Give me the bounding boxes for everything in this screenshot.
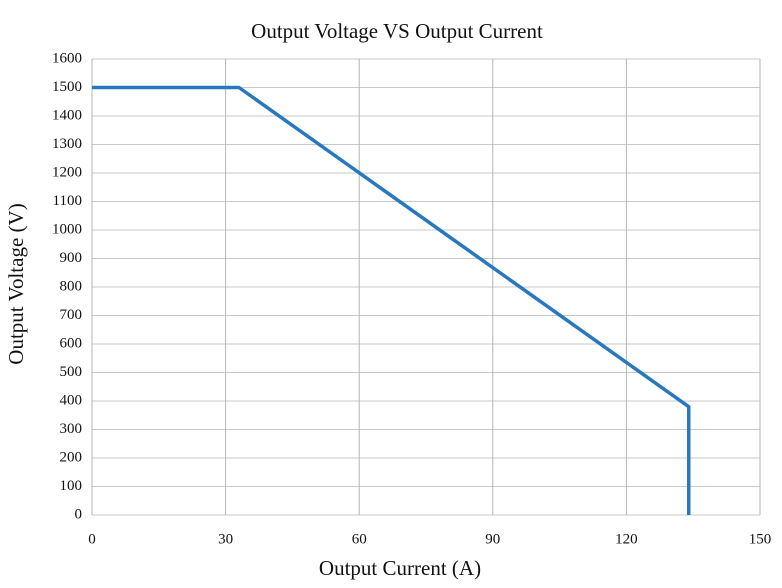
y-tick-label: 0	[75, 506, 83, 522]
x-tick-label: 0	[88, 531, 96, 547]
y-axis-label: Output Voltage (V)	[4, 203, 28, 364]
y-tick-label: 1100	[53, 193, 82, 209]
y-tick-label: 600	[60, 335, 83, 351]
x-tick-label: 90	[485, 531, 500, 547]
y-tick-label: 300	[60, 421, 83, 437]
y-tick-label: 900	[60, 250, 83, 266]
y-tick-label: 1000	[52, 221, 82, 237]
y-tick-label: 100	[60, 478, 83, 494]
y-tick-label: 700	[60, 307, 83, 323]
x-tick-label: 60	[352, 531, 367, 547]
y-tick-label: 1200	[52, 164, 82, 180]
y-tick-label: 1400	[52, 107, 82, 123]
y-tick-label: 800	[60, 278, 83, 294]
x-axis-label: Output Current (A)	[319, 556, 481, 580]
chart-title: Output Voltage VS Output Current	[251, 19, 543, 43]
x-tick-label: 120	[615, 531, 638, 547]
x-tick-label: 30	[218, 531, 233, 547]
y-tick-label: 1600	[52, 50, 82, 66]
line-series	[92, 85, 691, 515]
y-tick-label: 200	[60, 449, 83, 465]
x-tick-label: 150	[749, 531, 772, 547]
y-tick-label: 500	[60, 364, 83, 380]
y-tick-label: 400	[60, 392, 83, 408]
y-tick-label: 1300	[52, 136, 82, 152]
y-tick-label: 1500	[52, 79, 82, 95]
